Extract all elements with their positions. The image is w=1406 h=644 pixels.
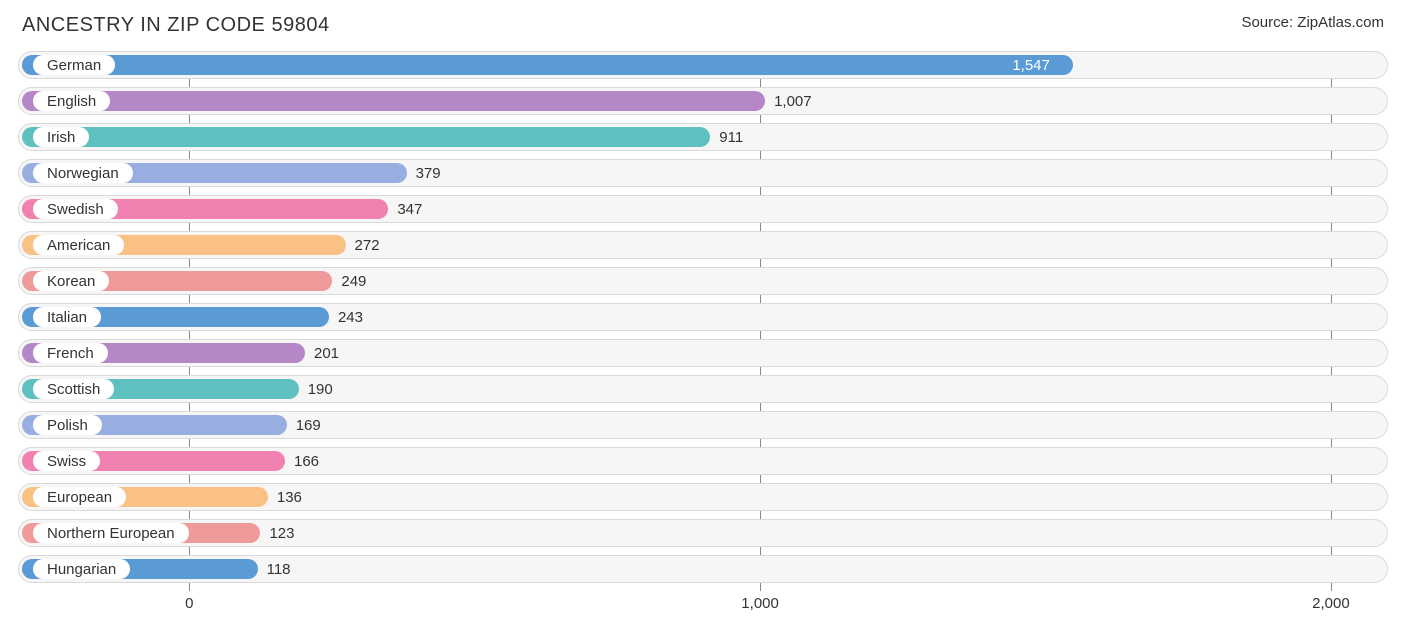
bar-label: American xyxy=(33,235,124,255)
bar-label: Irish xyxy=(33,127,89,147)
bar-label: Scottish xyxy=(33,379,114,399)
x-axis: 0 1,000 2,000 xyxy=(18,591,1388,619)
bar-label: European xyxy=(33,487,126,507)
bar-value: 1,007 xyxy=(774,87,812,115)
bar-label: German xyxy=(33,55,115,75)
bar-value: 249 xyxy=(341,267,366,295)
bar-track: Polish xyxy=(18,411,1388,439)
bar-row: Irish 911 xyxy=(18,123,1388,151)
bar-value: 347 xyxy=(397,195,422,223)
bar-track: Italian xyxy=(18,303,1388,331)
bar-label: Northern European xyxy=(33,523,189,543)
bar-track: French xyxy=(18,339,1388,367)
bar xyxy=(22,55,1073,75)
bar-row: Hungarian 118 xyxy=(18,555,1388,583)
bar-value: 190 xyxy=(308,375,333,403)
bar-value: 123 xyxy=(269,519,294,547)
chart-title: ANCESTRY IN ZIP CODE 59804 xyxy=(22,14,330,37)
bar-label: Swedish xyxy=(33,199,118,219)
bar-label: Polish xyxy=(33,415,102,435)
chart-header: ANCESTRY IN ZIP CODE 59804 Source: ZipAt… xyxy=(18,14,1388,47)
x-tick-label: 1,000 xyxy=(741,595,779,612)
bar-track: European xyxy=(18,483,1388,511)
bar-row: American 272 xyxy=(18,231,1388,259)
bar-row: Northern European 123 xyxy=(18,519,1388,547)
bar-track: English xyxy=(18,87,1388,115)
bar-value: 169 xyxy=(296,411,321,439)
bar-track: Swedish xyxy=(18,195,1388,223)
bar-value: 118 xyxy=(267,555,291,583)
bar-row: European 136 xyxy=(18,483,1388,511)
bar-row: Scottish 190 xyxy=(18,375,1388,403)
bar-label: Hungarian xyxy=(33,559,130,579)
bar-row: Swiss 166 xyxy=(18,447,1388,475)
bar-row: French 201 xyxy=(18,339,1388,367)
bar-value: 166 xyxy=(294,447,319,475)
bar-row: Korean 249 xyxy=(18,267,1388,295)
bar-row: Polish 169 xyxy=(18,411,1388,439)
bar-track: Irish xyxy=(18,123,1388,151)
bar-track: American xyxy=(18,231,1388,259)
ancestry-chart: ANCESTRY IN ZIP CODE 59804 Source: ZipAt… xyxy=(0,0,1406,644)
bar-track: Northern European xyxy=(18,519,1388,547)
bar-label: Italian xyxy=(33,307,101,327)
bar-row: English 1,007 xyxy=(18,87,1388,115)
bar-label: Swiss xyxy=(33,451,100,471)
bar-label: Norwegian xyxy=(33,163,133,183)
bar-value: 911 xyxy=(719,123,743,151)
bar-track: German xyxy=(18,51,1388,79)
bar-track: Hungarian xyxy=(18,555,1388,583)
plot-area: German 1,547 English 1,007 Irish 911 Norwegian… xyxy=(18,51,1388,619)
bar-value: 136 xyxy=(277,483,302,511)
x-tick-label: 2,000 xyxy=(1312,595,1350,612)
bar-label: French xyxy=(33,343,108,363)
chart-source: Source: ZipAtlas.com xyxy=(1241,14,1384,31)
bar-value: 243 xyxy=(338,303,363,331)
bar-row: Norwegian 379 xyxy=(18,159,1388,187)
bar-value: 272 xyxy=(355,231,380,259)
bar-value: 1,547 xyxy=(1012,51,1050,79)
bar-label: Korean xyxy=(33,271,109,291)
bar-value: 201 xyxy=(314,339,339,367)
bar xyxy=(22,127,710,147)
bar-track: Norwegian xyxy=(18,159,1388,187)
bar-track: Scottish xyxy=(18,375,1388,403)
bar-track: Swiss xyxy=(18,447,1388,475)
bar-value: 379 xyxy=(416,159,441,187)
bar xyxy=(22,91,765,111)
bar-row: German 1,547 xyxy=(18,51,1388,79)
bar-row: Italian 243 xyxy=(18,303,1388,331)
x-tick-label: 0 xyxy=(185,595,193,612)
bar-track: Korean xyxy=(18,267,1388,295)
bar-label: English xyxy=(33,91,110,111)
bar-row: Swedish 347 xyxy=(18,195,1388,223)
